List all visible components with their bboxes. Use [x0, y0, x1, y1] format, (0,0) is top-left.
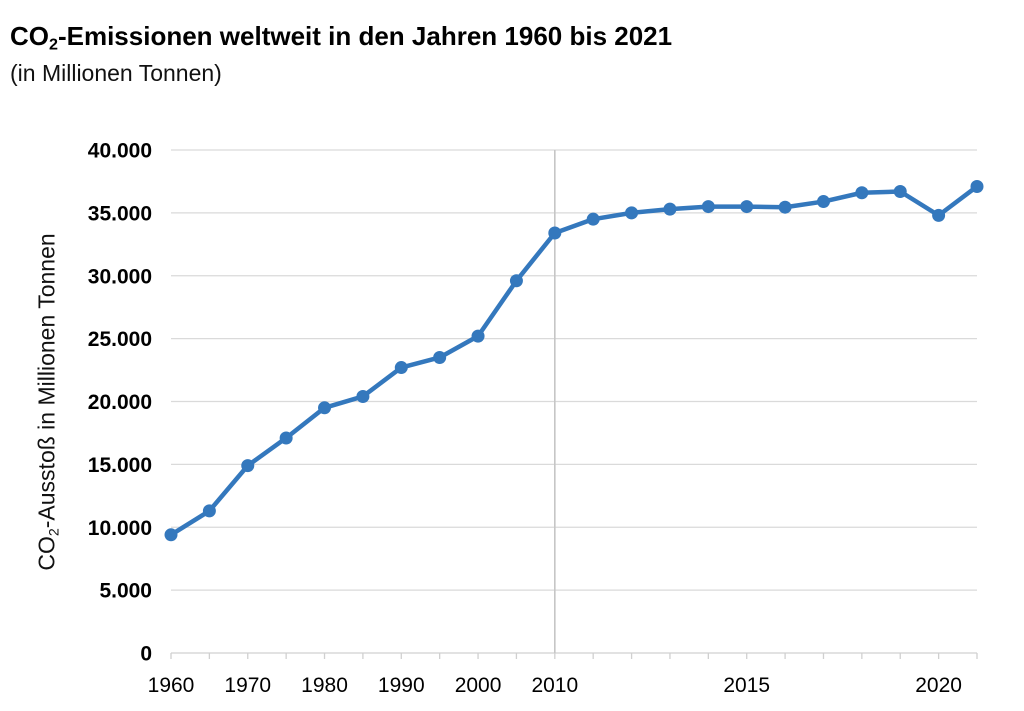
data-point-1990 [394, 361, 408, 375]
x-tick-label: 1960 [148, 674, 195, 697]
data-point-1980 [318, 401, 332, 415]
data-point-1975 [279, 431, 293, 445]
data-series [164, 179, 984, 542]
chart-subtitle: (in Millionen Tonnen) [10, 60, 222, 86]
gridlines [171, 149, 977, 654]
chart-title-subscript: 2 [49, 35, 58, 54]
y-tick-label: 15.000 [88, 454, 152, 477]
data-point-2018 [855, 186, 869, 200]
data-point-2019 [893, 184, 907, 198]
data-point-2015 [740, 200, 754, 214]
data-point-1985 [356, 389, 370, 403]
y-tick-label: 10.000 [88, 517, 152, 540]
tick-labels: 0 5.000 10.000 15.000 20.000 25.000 30.000 35.0… [88, 140, 962, 698]
data-point-2017 [816, 195, 830, 209]
axes [170, 653, 978, 659]
data-point-2013 [663, 202, 677, 216]
y-tick-label: 40.000 [88, 140, 152, 163]
y-tick-label: 0 [140, 643, 152, 666]
x-tick-label: 2015 [723, 674, 770, 697]
y-tick-label: 25.000 [88, 328, 152, 351]
x-tick-label: 2020 [915, 674, 962, 697]
data-point-2016 [778, 200, 792, 214]
data-point-2011 [586, 212, 600, 226]
data-point-2010 [548, 226, 562, 240]
x-tick-label: 1990 [378, 674, 425, 697]
chart-title-prefix: CO [10, 21, 49, 51]
data-point-2021 [970, 179, 984, 193]
data-point-2012 [625, 206, 639, 220]
chart-title-rest: -Emissionen weltweit in den Jahren 1960 … [57, 21, 673, 51]
x-tick-label: 1970 [224, 674, 271, 697]
x-tick-label: 1980 [301, 674, 348, 697]
y-tick-label: 30.000 [88, 265, 152, 288]
data-point-1995 [433, 350, 447, 364]
y-tick-label: 35.000 [88, 202, 152, 225]
x-tick-label: 2000 [455, 674, 502, 697]
y-tick-label: 20.000 [88, 391, 152, 414]
data-point-1970 [241, 459, 255, 473]
data-point-1960 [164, 528, 178, 542]
y-tick-label: 5.000 [99, 580, 152, 603]
data-point-2020 [932, 208, 946, 222]
data-point-1965 [202, 504, 216, 518]
chart-title: CO2-Emissionen weltweit in den Jahren 19… [10, 20, 673, 54]
data-point-2005 [509, 274, 523, 288]
x-tick-label: 2010 [531, 674, 578, 697]
data-point-2000 [471, 329, 485, 343]
data-point-2014 [701, 200, 715, 214]
data-line [168, 184, 980, 538]
